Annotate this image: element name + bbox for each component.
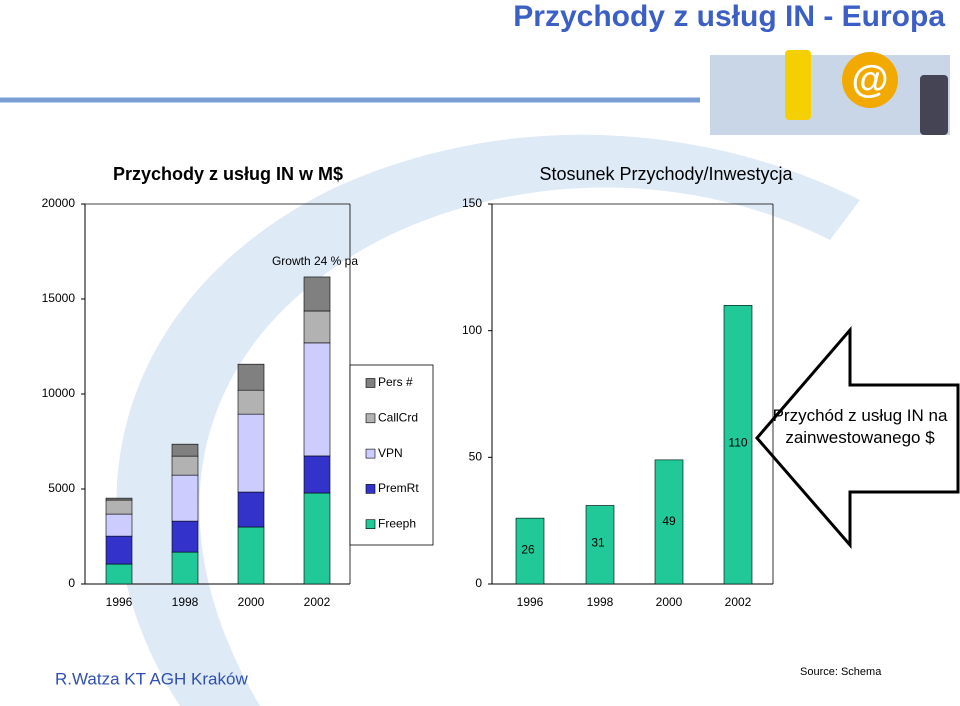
value-label: 31	[591, 536, 605, 550]
bar-segment	[105, 513, 133, 537]
bar-segment	[237, 413, 265, 493]
bar-segment	[237, 526, 265, 585]
source: Source: Schema	[800, 666, 882, 678]
svg-text:@: @	[851, 59, 888, 101]
bar-segment	[303, 310, 331, 344]
slide-title: Przychody z usług IN - Europa	[513, 0, 945, 33]
x-tick-label: 2000	[238, 595, 265, 609]
arrow-text: Przychód z usług IN na zainwestowanego $	[772, 406, 948, 447]
x-tick-label: 1998	[172, 595, 199, 609]
arrow	[755, 325, 960, 550]
x-tick-label: 1998	[587, 595, 614, 609]
bar-segment	[303, 492, 331, 585]
legend-swatch	[365, 413, 376, 424]
bar-segment	[105, 563, 133, 585]
legend-label: Freeph	[378, 516, 416, 530]
bar-segment	[237, 389, 265, 415]
bar-segment	[105, 499, 133, 515]
clipart: @	[710, 50, 950, 135]
legend-swatch	[365, 448, 376, 459]
x-tick-label: 2002	[304, 595, 331, 609]
bar-segment	[171, 551, 199, 585]
bar	[723, 305, 753, 585]
bar-segment	[171, 474, 199, 522]
footer: R.Watza KT AGH Kraków	[55, 669, 248, 688]
bar-segment	[171, 443, 199, 457]
value-label: 110	[728, 436, 747, 450]
y-tick-label: 15000	[42, 291, 76, 305]
y-tick-label: 0	[68, 576, 75, 590]
value-label: 26	[521, 542, 535, 556]
bar-segment	[171, 455, 199, 476]
y-tick-label: 5000	[48, 481, 75, 495]
y-tick-label: 100	[462, 323, 482, 337]
x-tick-label: 1996	[106, 595, 133, 609]
legend-label: PremRt	[378, 481, 419, 495]
bar-segment	[171, 520, 199, 553]
bar-segment	[105, 497, 133, 501]
bar-segment	[237, 491, 265, 528]
legend-box	[349, 364, 434, 546]
bar-segment	[237, 363, 265, 391]
x-tick-label: 1996	[517, 595, 544, 609]
background-swoosh	[116, 134, 860, 706]
bar-segment	[303, 455, 331, 494]
legend-swatch	[365, 378, 376, 388]
legend-swatch	[365, 484, 376, 494]
legend-label: CallCrd	[378, 410, 418, 424]
y-tick-label: 50	[469, 450, 483, 464]
x-tick-label: 2002	[725, 595, 752, 609]
chart-title: Stosunek Przychody/Inwestycja	[539, 164, 793, 184]
y-tick-label: 150	[462, 196, 482, 210]
bar-segment	[105, 535, 133, 565]
bar-segment	[303, 276, 331, 312]
y-tick-label: 20000	[42, 196, 76, 210]
legend-swatch	[365, 519, 376, 530]
legend-label: VPN	[378, 446, 403, 460]
value-label: 49	[662, 514, 676, 528]
bar-segment	[303, 342, 331, 457]
x-tick-label: 2000	[656, 595, 683, 609]
bar	[654, 459, 684, 585]
bar	[585, 505, 615, 585]
chart-title: Przychody z usług IN w M$	[113, 164, 343, 184]
y-tick-label: 10000	[42, 386, 76, 400]
legend-label: Pers #	[378, 375, 413, 389]
y-tick-label: 0	[475, 576, 482, 590]
annotation: Growth 24 % pa	[272, 254, 358, 268]
bar	[515, 517, 545, 585]
